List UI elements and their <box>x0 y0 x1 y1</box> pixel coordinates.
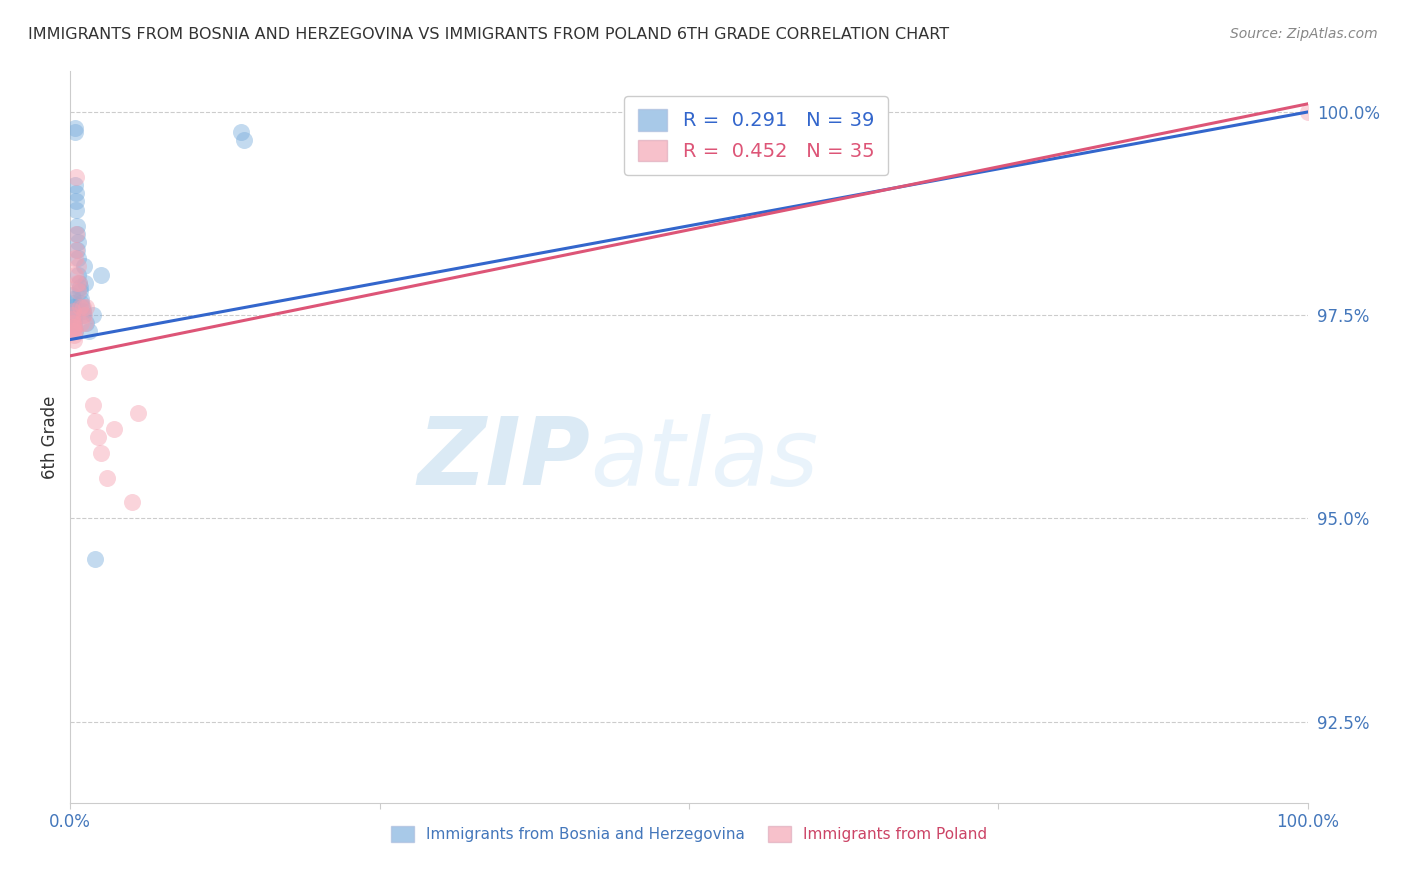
Point <box>70 296 93 310</box>
Point <box>103 422 125 436</box>
Point <box>96 471 118 485</box>
Point <box>65 202 87 217</box>
Point <box>65 252 87 266</box>
Point <box>66 235 89 249</box>
Point <box>70 300 93 314</box>
Point <box>82 398 104 412</box>
Point <box>90 446 112 460</box>
Point <box>229 125 252 139</box>
Point <box>1296 105 1319 120</box>
Point <box>66 252 89 266</box>
Point <box>121 495 143 509</box>
Point <box>63 333 86 347</box>
Point <box>62 325 84 339</box>
Point <box>65 268 87 282</box>
Point <box>67 276 90 290</box>
Point <box>60 288 83 302</box>
Point <box>70 316 93 330</box>
Point <box>72 308 94 322</box>
Point <box>63 320 86 334</box>
Point <box>67 276 90 290</box>
Point <box>62 292 84 306</box>
Point <box>69 279 91 293</box>
Point <box>63 325 86 339</box>
Point <box>62 308 84 322</box>
Point <box>65 227 87 241</box>
Point <box>77 365 100 379</box>
Point <box>65 186 87 201</box>
Point <box>66 227 89 241</box>
Point <box>60 308 83 322</box>
Point <box>66 243 89 257</box>
Point <box>75 316 97 330</box>
Point <box>67 268 90 282</box>
Point <box>67 260 90 274</box>
Point <box>62 300 84 314</box>
Point <box>63 316 86 330</box>
Point <box>62 304 84 318</box>
Point <box>72 300 94 314</box>
Point <box>62 328 84 343</box>
Point <box>75 316 97 330</box>
Legend: Immigrants from Bosnia and Herzegovina, Immigrants from Poland: Immigrants from Bosnia and Herzegovina, … <box>384 819 994 850</box>
Point <box>60 312 83 326</box>
Point <box>69 292 91 306</box>
Point <box>62 304 84 318</box>
Point <box>77 325 100 339</box>
Point <box>69 284 91 298</box>
Point <box>66 219 89 233</box>
Point <box>84 552 107 566</box>
Point <box>66 284 89 298</box>
Point <box>65 178 87 193</box>
Point <box>73 260 96 274</box>
Point <box>65 121 87 136</box>
Point <box>75 300 97 314</box>
Point <box>127 406 149 420</box>
Point <box>84 414 107 428</box>
Point <box>72 304 94 318</box>
Text: atlas: atlas <box>591 414 818 505</box>
Point <box>63 325 86 339</box>
Point <box>65 243 87 257</box>
Point <box>62 320 84 334</box>
Text: IMMIGRANTS FROM BOSNIA AND HERZEGOVINA VS IMMIGRANTS FROM POLAND 6TH GRADE CORRE: IMMIGRANTS FROM BOSNIA AND HERZEGOVINA V… <box>28 27 949 42</box>
Point <box>62 316 84 330</box>
Point <box>75 276 97 290</box>
Point <box>232 133 254 147</box>
Point <box>66 276 89 290</box>
Point <box>65 194 87 209</box>
Point <box>73 308 96 322</box>
Point <box>90 268 112 282</box>
Text: ZIP: ZIP <box>418 413 591 505</box>
Point <box>63 125 86 139</box>
Point <box>82 308 104 322</box>
Point <box>62 296 84 310</box>
Point <box>63 320 86 334</box>
Text: Source: ZipAtlas.com: Source: ZipAtlas.com <box>1230 27 1378 41</box>
Point <box>69 300 91 314</box>
Point <box>86 430 108 444</box>
Y-axis label: 6th Grade: 6th Grade <box>41 395 59 479</box>
Point <box>65 169 87 184</box>
Point <box>62 312 84 326</box>
